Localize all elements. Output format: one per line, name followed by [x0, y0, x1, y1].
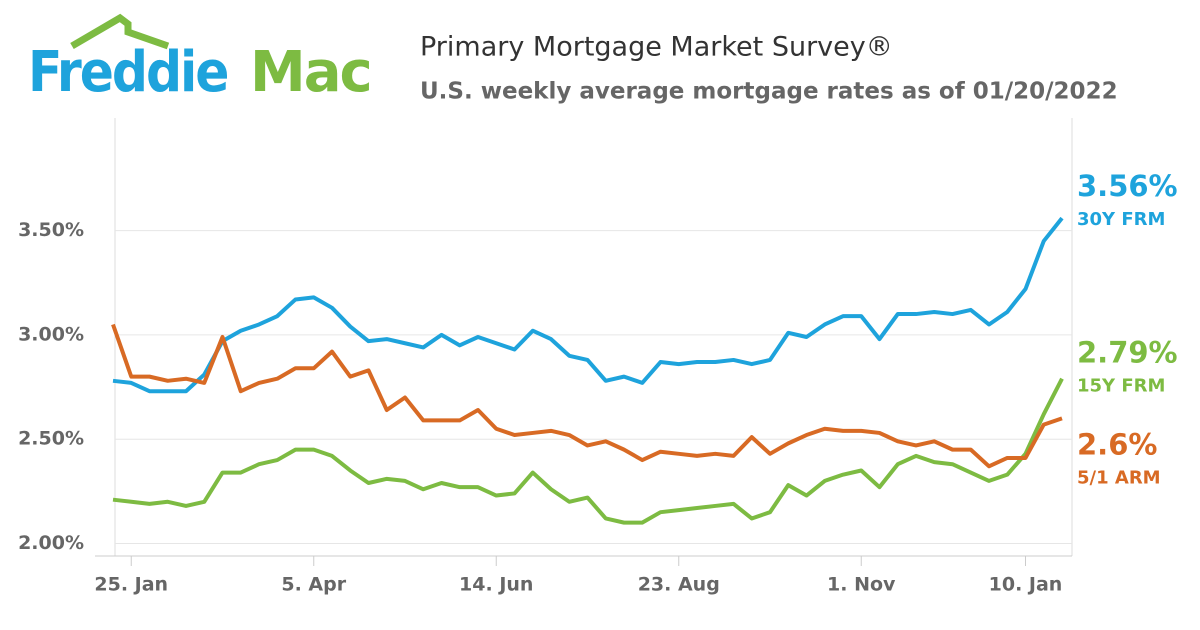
end-value-label: 2.6%	[1077, 427, 1157, 461]
legend-label: 30Y FRM	[1077, 209, 1165, 230]
series-line	[111, 323, 1063, 469]
y-tick-label: 3.00%	[18, 323, 84, 345]
series-line	[112, 216, 1064, 394]
series-line	[112, 377, 1064, 525]
logo-second: Mac	[250, 40, 371, 105]
logo-roof	[70, 13, 170, 50]
x-tick-label: 14. Jun	[459, 574, 533, 596]
legend-label: 15Y FRM	[1077, 376, 1165, 397]
x-tick-label: 23. Aug	[638, 574, 720, 596]
x-tick-label: 10. Jan	[989, 574, 1063, 596]
y-tick-label: 2.50%	[18, 428, 84, 450]
y-tick-label: 2.00%	[18, 532, 84, 554]
x-tick-label: 25. Jan	[94, 574, 168, 596]
logo-first: Freddie	[28, 40, 227, 105]
x-tick-label: 5. Apr	[281, 574, 346, 596]
chart-title: Primary Mortgage Market Survey®	[420, 32, 893, 63]
x-tick-label: 1. Nov	[827, 574, 896, 596]
legend-label: 5/1 ARM	[1077, 467, 1161, 488]
end-value-label: 2.79%	[1077, 336, 1178, 370]
end-value-label: 3.56%	[1077, 169, 1178, 203]
y-tick-label: 3.50%	[18, 219, 84, 241]
chart-subtitle: U.S. weekly average mortgage rates as of…	[420, 79, 1118, 105]
